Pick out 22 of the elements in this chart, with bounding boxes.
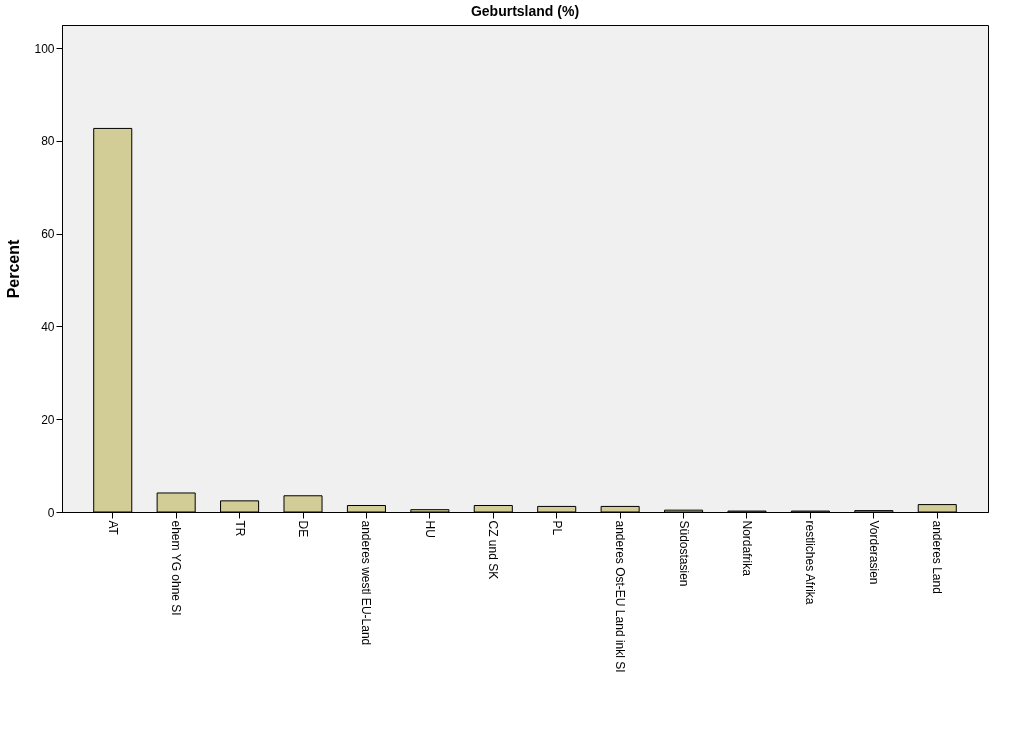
x-tick-label: PL (549, 520, 564, 536)
x-tick-label: anderes westl EU-Land (359, 520, 374, 646)
y-tick-label: 80 (41, 134, 55, 149)
y-axis-title: Percent (5, 238, 23, 299)
y-tick-label: 0 (47, 505, 55, 520)
x-tick-label: Südostasien (676, 520, 691, 587)
x-tick-label: TR (232, 520, 247, 537)
y-tick-label: 60 (41, 227, 55, 242)
x-tick-label: AT (105, 520, 120, 536)
x-tick-label: CZ und SK (486, 520, 501, 580)
x-tick-label: ehem YG ohne SI (169, 520, 184, 616)
x-tick-label: Vorderasien (866, 520, 881, 585)
chart-title: Geburtsland (%) (470, 3, 580, 19)
x-tick-label: anderes Ost-EU Land inkl SI (613, 520, 628, 673)
x-tick-label: DE (296, 520, 311, 538)
y-tick-label: 100 (34, 41, 55, 56)
x-tick-label: HU (422, 520, 437, 538)
y-tick-label: 40 (41, 319, 55, 334)
x-tick-label: anderes Land (930, 520, 945, 594)
x-tick-label: Nordafrika (739, 520, 754, 577)
x-tick-label: restliches Afrika (803, 520, 818, 605)
y-tick-label: 20 (41, 412, 55, 427)
